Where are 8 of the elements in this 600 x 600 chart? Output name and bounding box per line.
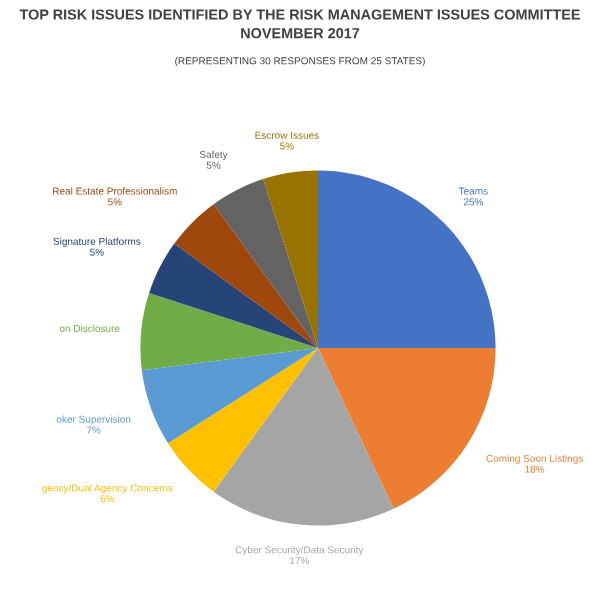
pie-slice (263, 170, 318, 348)
pie-slice (213, 179, 318, 348)
pie-slice (174, 204, 318, 348)
pie-slice (318, 170, 496, 348)
pie-slice (141, 348, 318, 444)
pie-slice (140, 293, 318, 371)
pie-slice (149, 243, 318, 348)
pie-slice (213, 348, 394, 526)
